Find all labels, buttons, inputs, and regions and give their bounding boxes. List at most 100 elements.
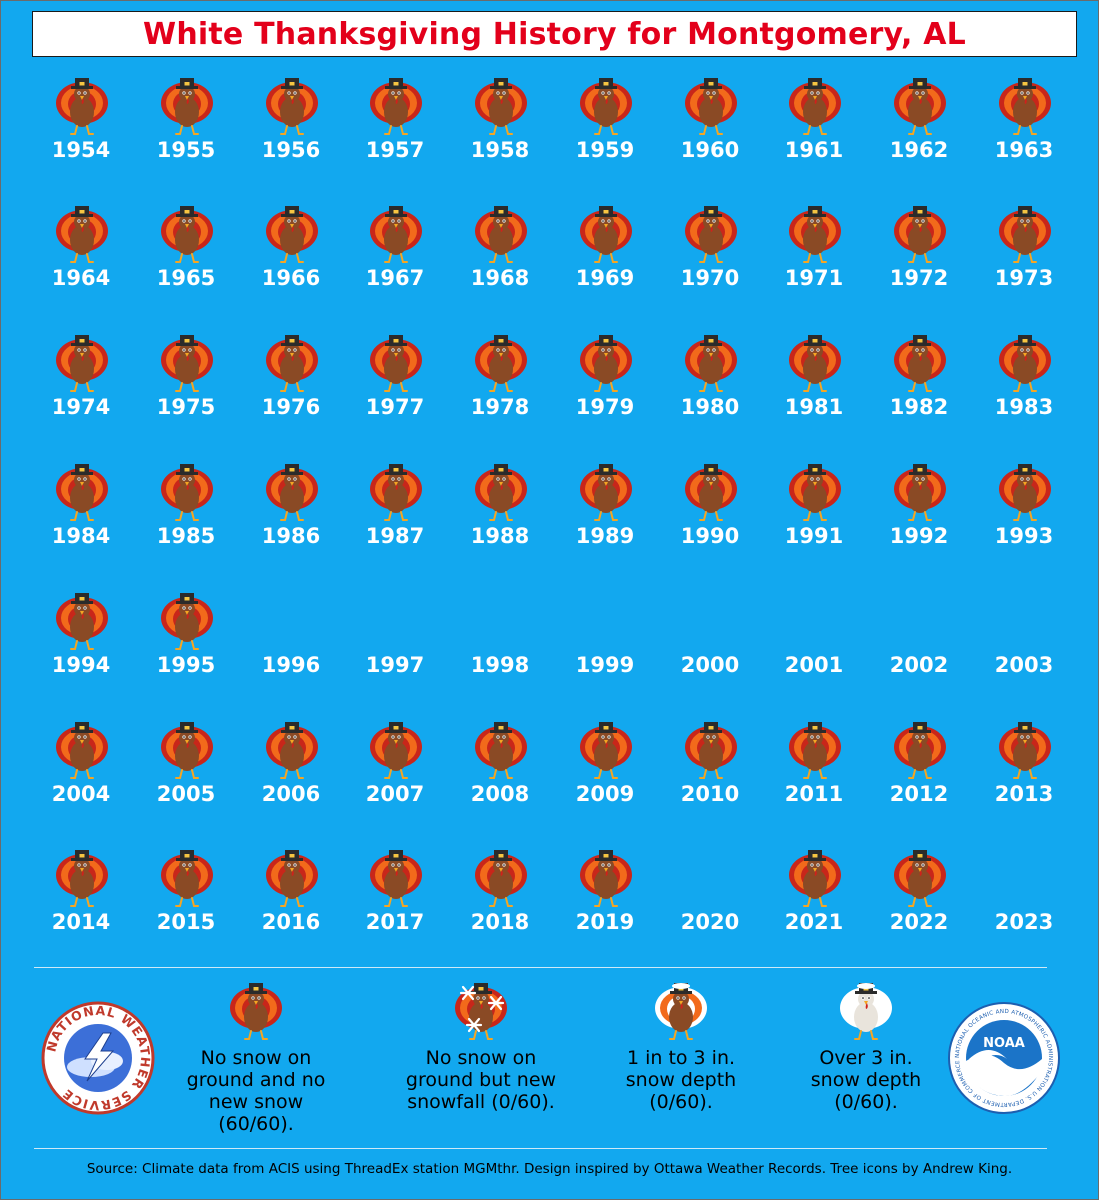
turkey-icon [161,206,213,263]
turkey-icon [56,722,108,779]
chart-title: White Thanksgiving History for Montgomer… [143,16,966,52]
year-label: 1979 [575,395,635,419]
turkey-icon [789,722,841,779]
year-cell: 1990 [658,462,762,590]
year-cell: 1986 [239,462,343,590]
year-cell: 1993 [972,462,1076,590]
year-cell: 1992 [867,462,971,590]
year-cell: 2021 [762,848,866,976]
turkey-icon [370,78,422,135]
year-label: 1980 [680,395,740,419]
year-cell: 1965 [134,204,238,332]
turkey-heavy-snow-icon [840,983,892,1040]
year-label: 2015 [156,910,216,934]
year-label: 1964 [51,266,111,290]
year-cell: 2009 [553,720,657,848]
divider-top [34,967,1047,968]
year-label: 2014 [51,910,111,934]
year-cell: 1956 [239,76,343,204]
year-label: 1963 [994,138,1054,162]
year-cell: 1960 [658,76,762,204]
year-label: 1973 [994,266,1054,290]
legend-label-line: snow depth [625,1069,737,1091]
year-cell: 1979 [553,333,657,461]
year-cell: 2007 [343,720,447,848]
turkey-icon [580,464,632,521]
year-cell: 1998 [448,591,552,719]
turkey-icon [475,335,527,392]
year-label: 1996 [261,653,321,677]
title-box: White Thanksgiving History for Montgomer… [32,11,1077,57]
year-cell: 1967 [343,204,447,332]
year-label: 2021 [784,910,844,934]
year-label: 1983 [994,395,1054,419]
year-cell: 1969 [553,204,657,332]
legend-label-line: ground and no [186,1069,326,1091]
turkey-icon [894,464,946,521]
turkey-icon [685,722,737,779]
year-cell: 2015 [134,848,238,976]
year-cell: 2016 [239,848,343,976]
legend-item: No snow on ground but new snowfall (0/60). [391,981,571,1113]
turkey-icon [894,850,946,907]
turkey-icon [789,850,841,907]
year-label: 1998 [470,653,530,677]
year-cell: 2005 [134,720,238,848]
year-cell: 2014 [29,848,133,976]
year-label: 1956 [261,138,321,162]
turkey-icon [56,335,108,392]
year-label: 1959 [575,138,635,162]
year-cell: 1996 [239,591,343,719]
year-cell: 2004 [29,720,133,848]
turkey-icon [894,206,946,263]
year-label: 2011 [784,782,844,806]
year-label: 2017 [365,910,425,934]
year-cell: 1954 [29,76,133,204]
year-cell: 2023 [972,848,1076,976]
year-label: 1978 [470,395,530,419]
turkey-icon [161,335,213,392]
year-label: 1977 [365,395,425,419]
year-label: 1970 [680,266,740,290]
year-cell: 1966 [239,204,343,332]
turkey-icon [56,593,108,650]
year-label: 2013 [994,782,1054,806]
turkey-icon [475,78,527,135]
noaa-logo: NOAA NATIONAL OCEANIC AND ATMOSPHERIC AD… [948,1002,1060,1114]
year-cell: 2013 [972,720,1076,848]
year-cell: 1968 [448,204,552,332]
turkey-icon [161,593,213,650]
year-label: 1975 [156,395,216,419]
year-label: 2020 [680,910,740,934]
turkey-icon [161,850,213,907]
turkey-icon [580,206,632,263]
year-cell: 2010 [658,720,762,848]
source-note: Source: Climate data from ACIS using Thr… [86,1161,1013,1177]
year-cell: 1973 [972,204,1076,332]
legend-label-line: No snow on [425,1047,537,1069]
year-cell: 1977 [343,333,447,461]
year-label: 1993 [994,524,1054,548]
year-cell: 2000 [658,591,762,719]
year-label: 1990 [680,524,740,548]
turkey-icon [475,464,527,521]
turkey-icon [580,722,632,779]
turkey-icon [999,206,1051,263]
turkey-icon [161,722,213,779]
year-cell: 2001 [762,591,866,719]
year-label: 2019 [575,910,635,934]
turkey-icon [580,850,632,907]
nws-logo: NATIONAL WEATHER SERVICE [41,1001,155,1115]
year-cell: 1983 [972,333,1076,461]
turkey-icon [685,464,737,521]
legend-label-line: (0/60). [649,1091,713,1113]
year-cell: 1991 [762,462,866,590]
turkey-icon [789,335,841,392]
year-cell: 1980 [658,333,762,461]
year-label: 2008 [470,782,530,806]
year-label: 2012 [889,782,949,806]
year-label: 2005 [156,782,216,806]
year-cell: 1987 [343,462,447,590]
year-cell: 2008 [448,720,552,848]
